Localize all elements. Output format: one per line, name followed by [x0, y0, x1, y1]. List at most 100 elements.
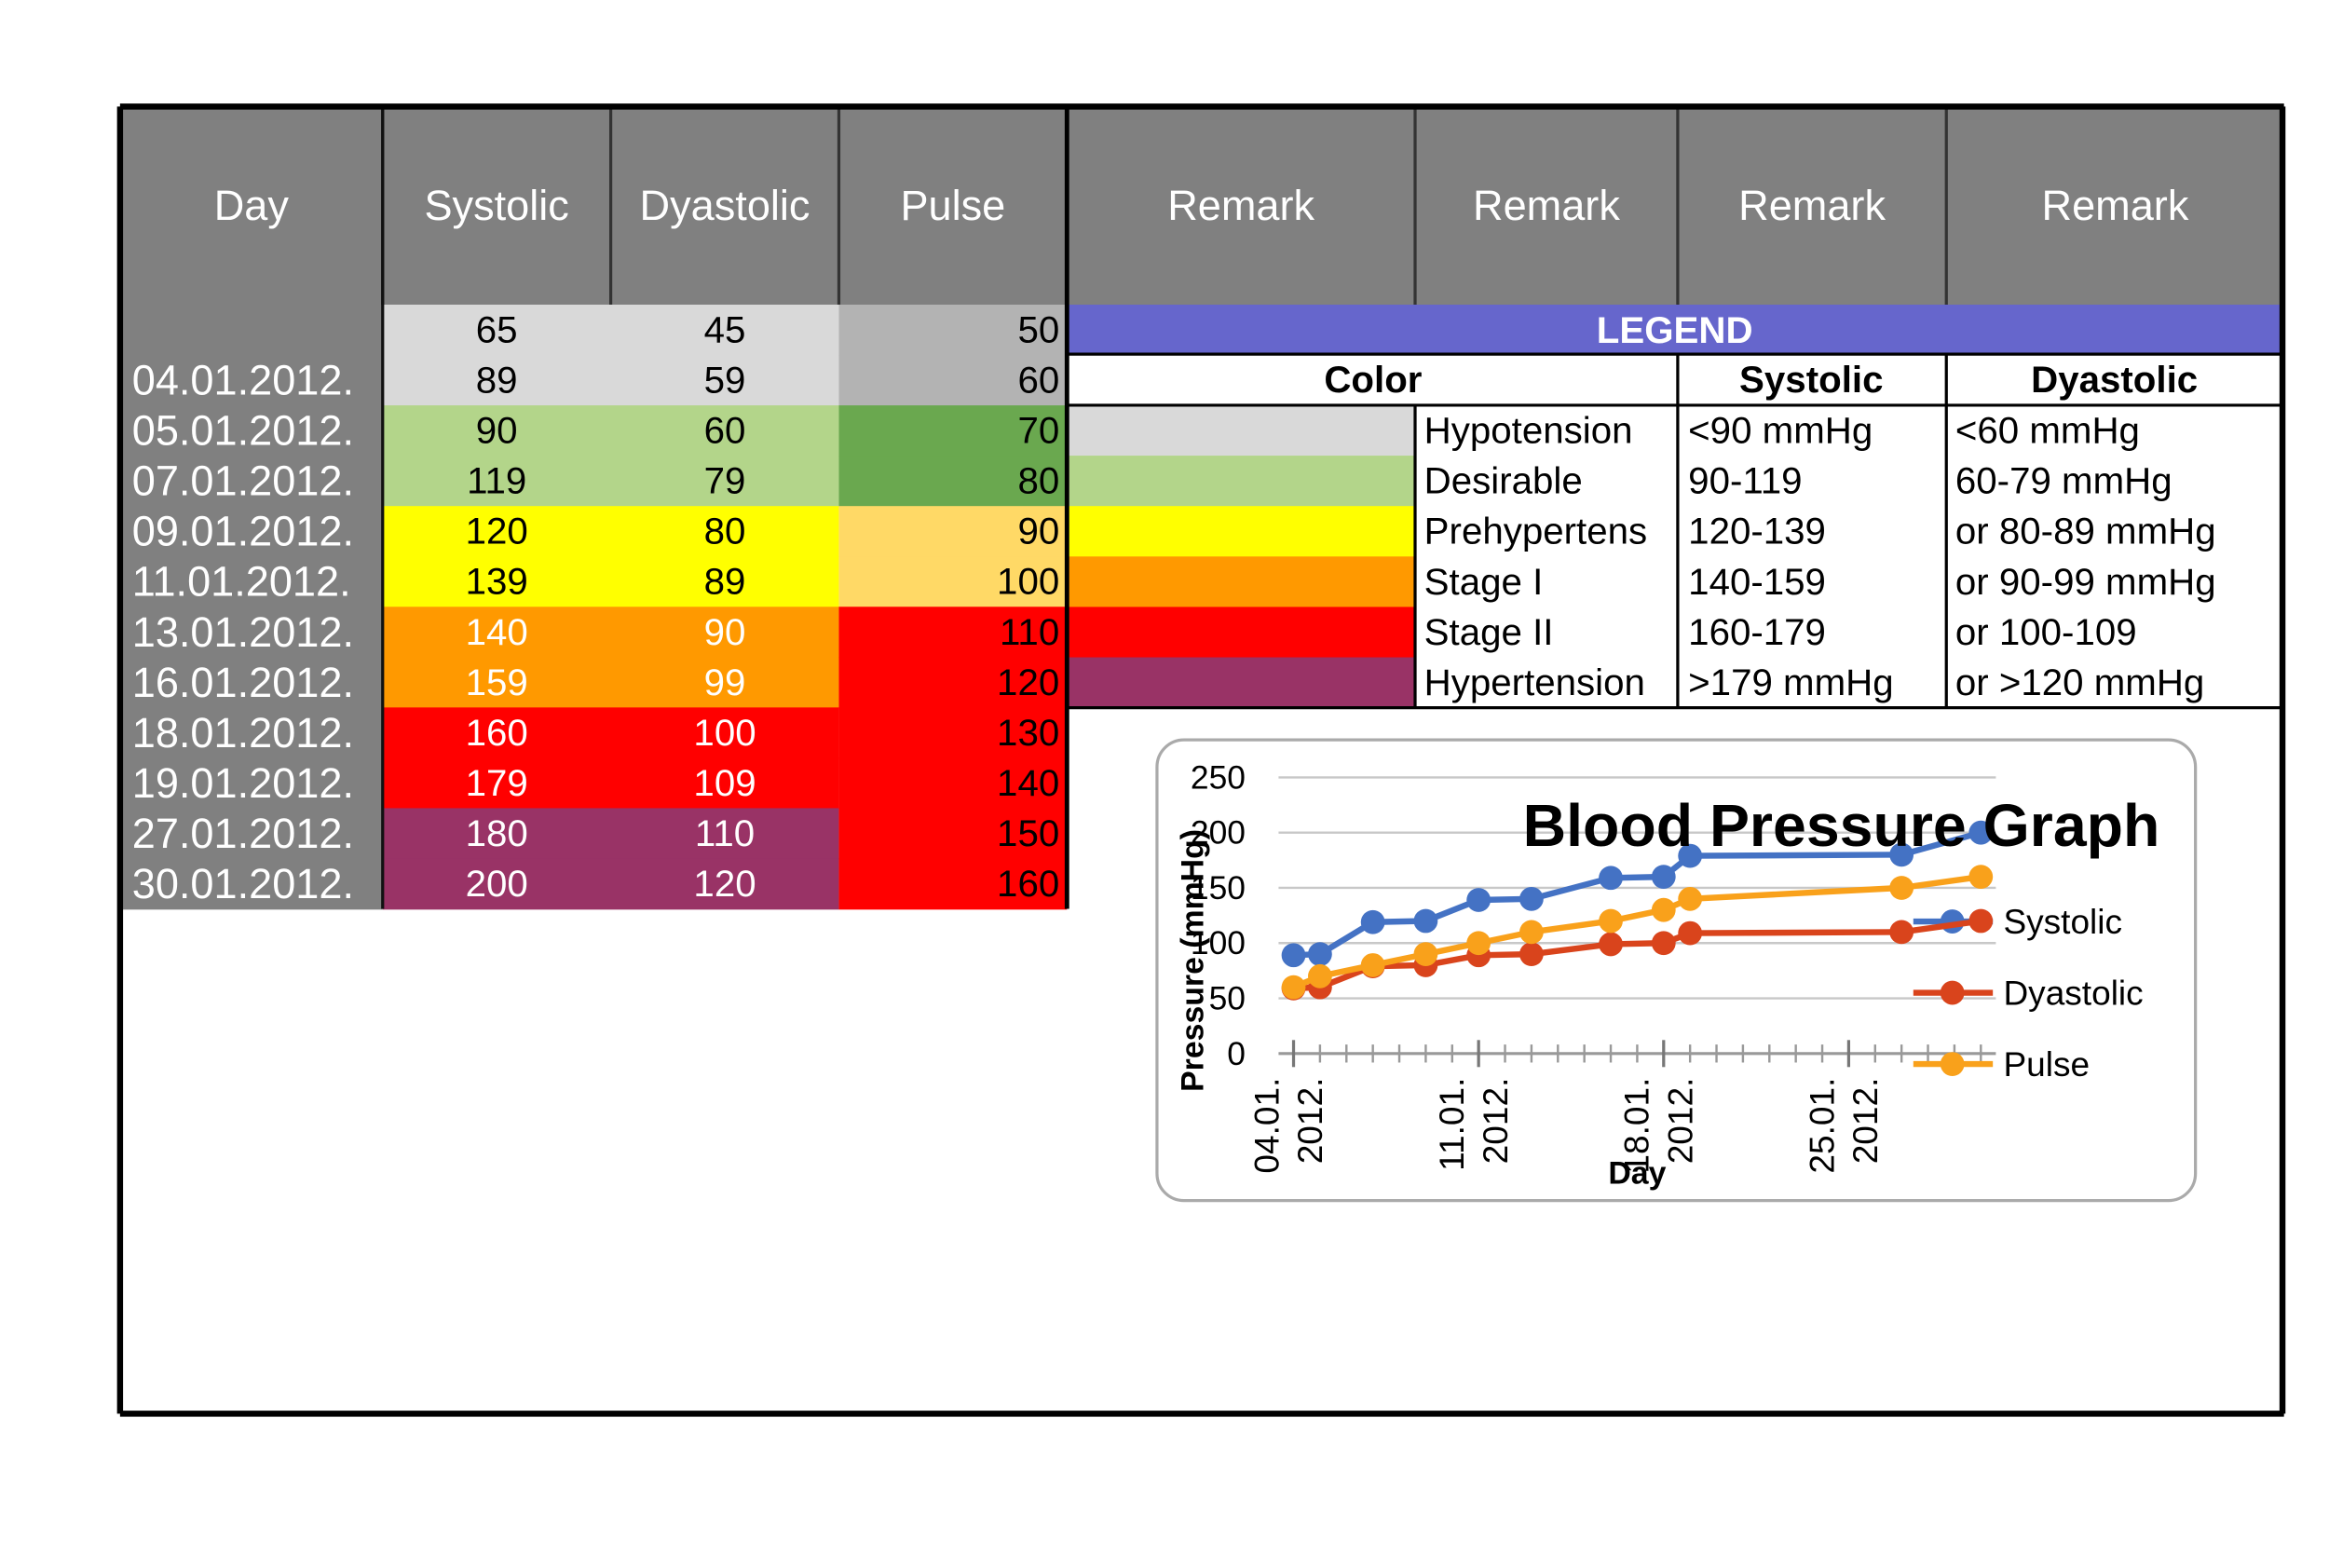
legend-systolic: 140-159	[1688, 561, 1826, 603]
pulse-cell	[838, 757, 1068, 810]
legend-title: LEGEND	[1597, 309, 1753, 351]
legend-header: Dyastolic	[2031, 359, 2198, 401]
y-axis-label: Pressure (mmHg)	[1176, 829, 1211, 1092]
legend-swatch	[1067, 657, 1416, 709]
legend-swatch	[1067, 506, 1416, 557]
dyastolic-text: 90	[704, 611, 746, 653]
column-header: Remark	[1738, 182, 1886, 229]
data-point	[1308, 963, 1332, 989]
pulse-cell	[838, 355, 1068, 406]
legend-systolic: 90-119	[1688, 460, 1802, 502]
legend-systolic: >179 mmHg	[1688, 661, 1893, 703]
chart-title: Blood Pressure Graph	[1523, 792, 2160, 859]
legend-dyastolic: or >120 mmHg	[1955, 661, 2204, 703]
legend-label: Desirable	[1424, 460, 1583, 502]
data-point	[1968, 908, 1994, 934]
dyastolic-text: 45	[704, 309, 746, 351]
data-point	[1889, 876, 1914, 900]
legend-systolic: <90 mmHg	[1688, 409, 1873, 451]
day-cell	[119, 808, 383, 860]
legend-swatch	[1067, 556, 1416, 608]
pulse-cell	[838, 657, 1068, 709]
pulse-cell	[838, 506, 1068, 558]
data-point	[1413, 908, 1438, 934]
column-header: Remark	[1167, 182, 1314, 229]
day-cell	[119, 858, 383, 910]
systolic-text: 159	[466, 661, 528, 703]
legend-swatch	[1067, 607, 1416, 659]
data-point	[1651, 865, 1676, 889]
x-tick-label-box: 04.01. 2012.	[1246, 1077, 1330, 1174]
legend-marker	[1940, 980, 1965, 1005]
pulse-text: 60	[1017, 360, 1059, 402]
pulse-text: 130	[997, 712, 1059, 754]
y-tick-label: 250	[1191, 758, 1246, 796]
pulse-text: 160	[997, 863, 1059, 905]
legend-label: Hypertension	[1424, 661, 1645, 703]
column-header: Remark	[1473, 182, 1620, 229]
legend-swatch	[1067, 404, 1416, 457]
dyastolic-text: 120	[693, 863, 756, 905]
x-tick-label-box: 11.01. 2012.	[1432, 1078, 1515, 1171]
legend-systolic: 160-179	[1688, 611, 1826, 653]
pressure-cell	[382, 757, 839, 810]
legend-label: Stage II	[1424, 611, 1554, 653]
systolic-text: 179	[466, 762, 528, 804]
pulse-cell	[838, 858, 1068, 910]
day-cell	[119, 757, 383, 810]
legend-label: Stage I	[1424, 561, 1544, 603]
day-text: 16.01.2012.	[132, 659, 354, 706]
day-text: 07.01.2012.	[132, 457, 354, 505]
data-point	[1308, 942, 1332, 966]
day-cell	[119, 506, 383, 558]
pulse-text: 140	[997, 762, 1059, 804]
dyastolic-text: 59	[704, 360, 746, 402]
data-point	[1599, 908, 1623, 934]
day-cell	[119, 556, 383, 608]
dyastolic-text: 100	[693, 712, 756, 754]
systolic-text: 200	[466, 863, 528, 905]
data-point	[1651, 897, 1676, 922]
legend-label: Prehypertens	[1424, 511, 1648, 552]
data-point	[1889, 842, 1914, 867]
x-tick-label-box: 25.01. 2012.	[1802, 1078, 1885, 1174]
legend-label: Hypotension	[1424, 409, 1633, 451]
pressure-cell	[382, 456, 839, 507]
data-point	[1519, 920, 1544, 945]
column-header: Systolic	[424, 182, 568, 229]
dyastolic-text: 110	[695, 812, 755, 854]
legend-dyastolic: or 100-109	[1955, 611, 2137, 653]
pressure-cell	[382, 506, 839, 558]
dyastolic-text: 99	[704, 661, 746, 703]
day-cell	[119, 305, 383, 356]
day-text: 30.01.2012.	[132, 860, 354, 907]
day-text: 09.01.2012.	[132, 508, 354, 555]
data-point	[1889, 920, 1914, 945]
column-header: Remark	[2042, 182, 2189, 229]
day-cell	[119, 355, 383, 406]
pulse-text: 70	[1017, 410, 1059, 452]
data-point	[1413, 942, 1438, 966]
pulse-text: 50	[1017, 309, 1059, 351]
data-point	[1360, 953, 1385, 977]
x-tick-label: 04.01. 2012.	[1246, 1077, 1330, 1174]
legend-dyastolic: 60-79 mmHg	[1955, 460, 2172, 502]
y-tick-label: 50	[1209, 980, 1246, 1017]
legend-dyastolic: or 80-89 mmHg	[1955, 511, 2216, 552]
legend-entry: Pulse	[2003, 1044, 2090, 1084]
day-text: 19.01.2012.	[132, 759, 354, 807]
column-header: Dyastolic	[640, 182, 810, 229]
pressure-cell	[382, 707, 839, 759]
day-text: 13.01.2012.	[132, 608, 354, 656]
data-point	[1281, 943, 1306, 968]
day-cell	[119, 607, 383, 659]
legend-entry: Systolic	[2003, 902, 2122, 941]
day-text: 11.01.2012.	[132, 558, 351, 606]
data-point	[1968, 865, 1994, 889]
pressure-cell	[382, 405, 839, 457]
pressure-cell	[382, 556, 839, 608]
pressure-cell	[382, 808, 839, 860]
pressure-cell	[382, 305, 839, 356]
y-tick-label: 0	[1227, 1035, 1246, 1072]
